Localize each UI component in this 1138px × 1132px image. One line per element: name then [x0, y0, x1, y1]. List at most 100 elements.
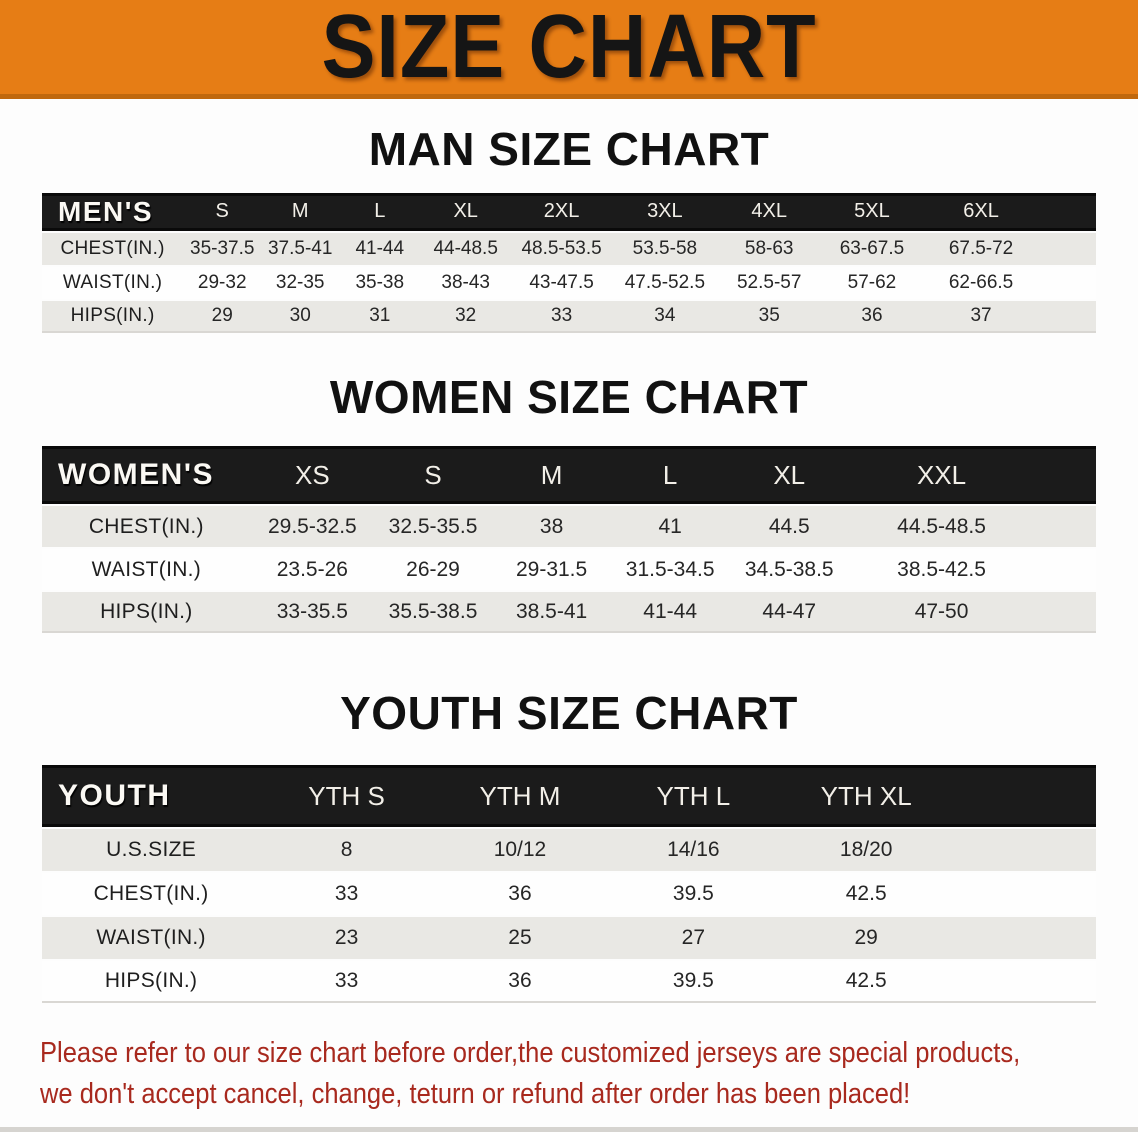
row-label: CHEST(IN.)	[42, 506, 251, 548]
size-value-cell: 43-47.5	[511, 266, 613, 299]
size-value-cell: 35	[717, 300, 821, 333]
men-section-heading: MAN SIZE CHART	[368, 123, 770, 175]
size-value-cell: 57-62	[820, 266, 924, 299]
size-value-cell: 29.5-32.5	[250, 506, 374, 548]
table-header-row: MEN'S S M L XL 2XL 3XL 4XL 5XL 6XL	[42, 192, 1096, 231]
size-value-cell: 31.5-34.5	[611, 549, 730, 591]
row-label: CHEST(IN.)	[42, 873, 261, 916]
women-section-heading: WOMEN SIZE CHART	[329, 370, 809, 423]
size-value-cell: 48.5-53.5	[511, 232, 613, 265]
size-column-header: 6XL	[923, 192, 1040, 231]
size-column-header: YTH M	[433, 765, 607, 828]
size-value-cell: 14/16	[606, 829, 780, 872]
measurement-row: CHEST(IN.) 33 36 39.5 42.5	[42, 873, 1096, 916]
size-value-cell: 32.5-35.5	[374, 506, 493, 548]
measurement-row: HIPS(IN.) 33 36 39.5 42.5	[42, 961, 1096, 1004]
spacer-cell	[1033, 446, 1096, 505]
measurement-row: HIPS(IN.) 29 30 31 32 33 34 35 36 37	[42, 300, 1096, 333]
measurement-row: WAIST(IN.) 29-32 32-35 35-38 38-43 43-47.5 47.…	[42, 266, 1096, 299]
size-value-cell: 39.5	[606, 961, 780, 1004]
measurement-row: WAIST(IN.) 23 25 27 29	[42, 917, 1096, 960]
size-table: WOMEN'S XS S M L XL XXL CHEST(IN.) 29.5-32.5 32.5…	[42, 444, 1096, 635]
size-value-cell: 58-63	[717, 232, 821, 265]
size-column-header: YTH S	[260, 765, 434, 828]
size-value-cell: 36	[433, 873, 607, 916]
spacer-cell	[1039, 300, 1096, 333]
disclaimer-line-1: Please refer to our size chart before or…	[40, 1037, 1021, 1070]
row-label: CHEST(IN.)	[42, 232, 184, 265]
size-table: MEN'S S M L XL 2XL 3XL 4XL 5XL 6XL CHEST(IN.) 35-37…	[42, 191, 1096, 335]
men-size-table: MEN'S S M L XL 2XL 3XL 4XL 5XL 6XL CHEST(IN.) 35-37…	[42, 191, 1096, 335]
size-value-cell: 32-35	[261, 266, 340, 299]
spacer-cell	[1039, 232, 1096, 265]
size-value-cell: 36	[820, 300, 924, 333]
size-value-cell: 35.5-38.5	[374, 592, 493, 634]
table-corner-label: YOUTH	[42, 765, 261, 828]
size-column-header: YTH XL	[779, 765, 953, 828]
spacer-cell	[1039, 192, 1096, 231]
size-column-header: XXL	[849, 446, 1034, 505]
spacer-cell	[952, 917, 1096, 960]
spacer-cell	[1033, 506, 1096, 548]
size-value-cell: 42.5	[779, 873, 953, 916]
size-value-cell: 8	[260, 829, 434, 872]
measurement-row: CHEST(IN.) 35-37.5 37.5-41 41-44 44-48.5 48.5…	[42, 232, 1096, 265]
size-value-cell: 32	[420, 300, 511, 333]
size-column-header: XL	[420, 192, 511, 231]
size-column-header: 4XL	[717, 192, 821, 231]
spacer-cell	[1033, 549, 1096, 591]
size-value-cell: 30	[261, 300, 340, 333]
size-value-cell: 35-37.5	[183, 232, 262, 265]
size-column-header: YTH L	[606, 765, 780, 828]
size-chart-banner: SIZE CHART	[0, 0, 1138, 99]
size-value-cell: 62-66.5	[923, 266, 1040, 299]
spacer-cell	[1039, 266, 1096, 299]
size-value-cell: 33	[511, 300, 613, 333]
size-value-cell: 29	[183, 300, 262, 333]
size-value-cell: 29-31.5	[492, 549, 612, 591]
size-value-cell: 47.5-52.5	[612, 266, 718, 299]
women-size-table: WOMEN'S XS S M L XL XXL CHEST(IN.) 29.5-32.5 32.5…	[42, 444, 1096, 635]
size-value-cell: 38-43	[420, 266, 511, 299]
size-value-cell: 38.5-41	[492, 592, 612, 634]
measurement-row: CHEST(IN.) 29.5-32.5 32.5-35.5 38 41 44.5 44.5…	[42, 506, 1096, 548]
size-value-cell: 23.5-26	[250, 549, 374, 591]
spacer-cell	[952, 765, 1096, 828]
size-column-header: 5XL	[820, 192, 924, 231]
size-value-cell: 42.5	[779, 961, 953, 1004]
size-value-cell: 38	[492, 506, 612, 548]
row-label: WAIST(IN.)	[42, 549, 251, 591]
size-value-cell: 47-50	[849, 592, 1034, 634]
size-value-cell: 35-38	[339, 266, 421, 299]
row-label: WAIST(IN.)	[42, 917, 261, 960]
row-label: WAIST(IN.)	[42, 266, 184, 299]
size-value-cell: 25	[433, 917, 607, 960]
size-column-header: L	[611, 446, 730, 505]
size-value-cell: 41	[611, 506, 730, 548]
size-value-cell: 29-32	[183, 266, 262, 299]
size-value-cell: 67.5-72	[923, 232, 1040, 265]
size-value-cell: 41-44	[611, 592, 730, 634]
size-value-cell: 37.5-41	[261, 232, 340, 265]
table-corner-label: WOMEN'S	[42, 446, 251, 505]
women-size-section: WOMEN SIZE CHART WOMEN'S XS S M L XL XXL CHEST(…	[0, 370, 1138, 636]
row-label: HIPS(IN.)	[42, 300, 184, 333]
size-column-header: XL	[729, 446, 850, 505]
spacer-cell	[952, 829, 1096, 872]
table-corner-label: MEN'S	[42, 192, 184, 231]
measurement-row: WAIST(IN.) 23.5-26 26-29 29-31.5 31.5-34.5 34…	[42, 549, 1096, 591]
size-value-cell: 38.5-42.5	[849, 549, 1034, 591]
table-header-row: WOMEN'S XS S M L XL XXL	[42, 446, 1096, 505]
measurement-row: HIPS(IN.) 33-35.5 35.5-38.5 38.5-41 41-44 44-…	[42, 592, 1096, 634]
size-value-cell: 33-35.5	[250, 592, 374, 634]
row-label: HIPS(IN.)	[42, 592, 251, 634]
size-value-cell: 18/20	[779, 829, 953, 872]
size-value-cell: 34.5-38.5	[729, 549, 850, 591]
size-value-cell: 29	[779, 917, 953, 960]
spacer-cell	[1033, 592, 1096, 634]
row-label: U.S.SIZE	[42, 829, 261, 872]
size-column-header: S	[374, 446, 493, 505]
size-column-header: S	[183, 192, 262, 231]
size-value-cell: 52.5-57	[717, 266, 821, 299]
table-header-row: YOUTH YTH S YTH M YTH L YTH XL	[42, 765, 1096, 828]
